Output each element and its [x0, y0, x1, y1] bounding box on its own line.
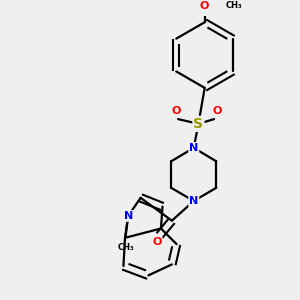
Text: S: S: [194, 117, 203, 131]
Text: CH₃: CH₃: [117, 242, 134, 251]
Text: N: N: [124, 211, 133, 221]
Text: O: O: [212, 106, 222, 116]
Text: N: N: [189, 143, 198, 153]
Text: N: N: [189, 196, 198, 206]
Text: O: O: [200, 1, 209, 11]
Text: O: O: [172, 106, 181, 116]
Text: CH₃: CH₃: [226, 2, 243, 10]
Text: O: O: [152, 237, 162, 247]
